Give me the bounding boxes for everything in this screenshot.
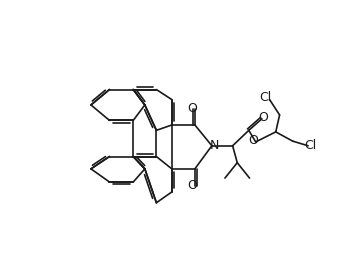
- Text: O: O: [187, 179, 197, 192]
- Text: O: O: [249, 134, 258, 147]
- Text: O: O: [258, 111, 268, 124]
- Text: Cl: Cl: [260, 91, 272, 104]
- Text: O: O: [187, 102, 197, 115]
- Text: Cl: Cl: [304, 139, 317, 152]
- Text: N: N: [210, 139, 220, 152]
